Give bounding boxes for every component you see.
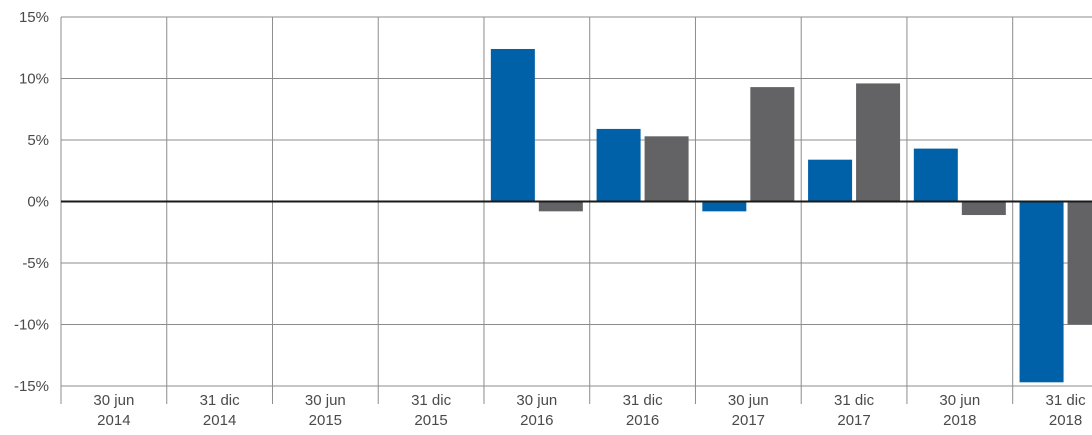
x-tick-label: 31 dic 2018 — [1046, 392, 1087, 429]
tick-labels: 15% 10% 5% 0% -5% -10% -15% 30 jun 2014 31 dic 201… — [14, 9, 1086, 429]
x-tick-label: 30 jun 2018 — [939, 392, 980, 429]
bar-series-2 — [961, 201, 1006, 216]
x-tick-label: 30 jun 2017 — [728, 392, 769, 429]
y-tick-label: 15% — [19, 9, 49, 26]
bar-series-1 — [702, 201, 747, 212]
bar-series-2 — [750, 87, 795, 202]
bar-series-2 — [1067, 201, 1092, 325]
y-tick-label: 0% — [27, 194, 49, 211]
x-tick-label: 30 jun 2015 — [305, 392, 346, 429]
axes — [61, 200, 1092, 387]
bar-series-1 — [490, 48, 535, 202]
bar-series-2 — [856, 83, 901, 202]
y-tick-label: -15% — [14, 378, 49, 395]
x-tick-label: 31 dic 2017 — [834, 392, 875, 429]
x-tick-label: 31 dic 2015 — [411, 392, 452, 429]
y-tick-label: 10% — [19, 71, 49, 88]
y-tick-label: -10% — [14, 317, 49, 334]
x-tick-label: 30 jun 2016 — [516, 392, 557, 429]
y-tick-label: 5% — [27, 132, 49, 149]
bar-series-1 — [1019, 201, 1064, 383]
bars — [490, 48, 1092, 383]
y-tick-label: -5% — [22, 255, 49, 272]
bar-series-2 — [644, 136, 689, 202]
bar-series-1 — [808, 159, 853, 202]
x-tick-label: 31 dic 2016 — [623, 392, 664, 429]
bar-series-1 — [596, 128, 641, 202]
bar-series-1 — [913, 148, 958, 202]
x-tick-label: 30 jun 2014 — [93, 392, 134, 429]
x-tick-label: 31 dic 2014 — [200, 392, 241, 429]
bar-series-2 — [538, 201, 583, 212]
